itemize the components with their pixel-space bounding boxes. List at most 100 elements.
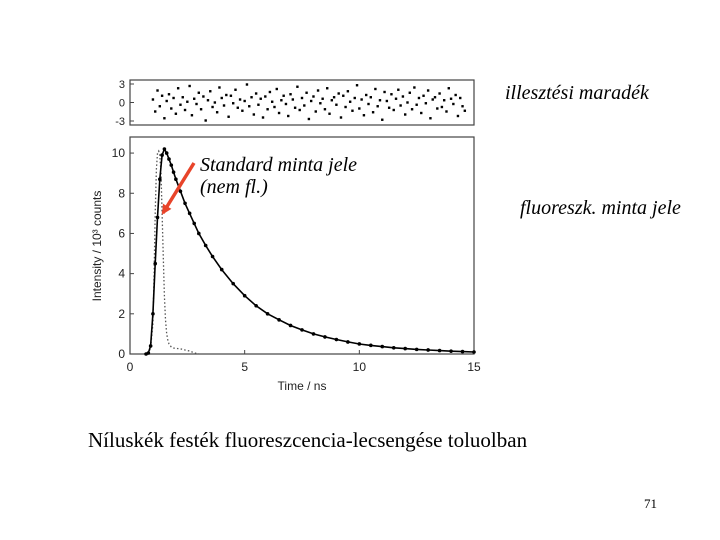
- residual-point: [181, 96, 184, 99]
- residual-panel: 3 0 -3: [115, 79, 475, 128]
- fluorescence-decay-point: [380, 344, 385, 349]
- residual-point: [222, 104, 226, 107]
- residual-point: [415, 103, 418, 106]
- residual-point: [188, 84, 191, 88]
- residual-point: [199, 108, 203, 111]
- fluorescence-decay-point: [242, 293, 247, 298]
- residual-point: [163, 117, 166, 120]
- y-tick-label: 0: [118, 347, 125, 361]
- residual-point: [264, 95, 267, 98]
- residual-point: [316, 89, 320, 92]
- residual-point: [172, 96, 175, 100]
- residual-point: [170, 107, 173, 110]
- residual-annotation: illesztési maradék: [505, 82, 649, 104]
- residual-point: [351, 109, 354, 112]
- decay-series: [143, 147, 476, 356]
- residual-point: [195, 102, 198, 106]
- page-number: 71: [644, 496, 657, 511]
- residual-point: [225, 93, 228, 97]
- residual-point: [280, 99, 283, 102]
- y-tick-label: 4: [118, 267, 125, 281]
- residual-point: [245, 83, 249, 86]
- fluorescence-decay-point: [414, 347, 419, 352]
- residual-point: [401, 95, 405, 98]
- fluorescence-decay-point: [288, 323, 293, 328]
- residual-point: [371, 111, 375, 114]
- y-tick-label: 8: [118, 186, 125, 200]
- residual-point: [156, 89, 159, 92]
- residual-point: [344, 105, 347, 109]
- fluorescence-decay-point: [357, 342, 362, 346]
- residual-point: [160, 94, 164, 97]
- residual-point: [330, 99, 334, 102]
- fluorescence-decay-point: [403, 346, 408, 351]
- residual-y-tick-label: 0: [119, 98, 125, 110]
- residual-point: [211, 105, 214, 109]
- residual-point: [167, 93, 171, 96]
- residual-point: [252, 113, 256, 116]
- x-tick-label: 15: [467, 360, 481, 374]
- residual-point: [390, 93, 393, 96]
- fluorescence-decay-point: [164, 151, 169, 155]
- standard-pulse-line: [143, 149, 199, 355]
- residual-point: [179, 103, 182, 106]
- residual-point: [204, 119, 207, 122]
- residual-point: [456, 114, 460, 118]
- residual-point: [353, 96, 356, 100]
- residual-point: [319, 102, 322, 105]
- residual-point: [193, 97, 196, 100]
- residual-point: [151, 98, 155, 101]
- residual-point: [176, 87, 180, 90]
- residual-point: [332, 96, 336, 99]
- fluorescence-decay-point: [391, 345, 396, 350]
- residual-point: [213, 101, 217, 104]
- residual-point: [275, 87, 278, 91]
- residual-point: [254, 92, 258, 95]
- residual-point: [312, 95, 315, 98]
- standard-annotation: Standard minta jele (nem fl.): [200, 154, 358, 198]
- fluorescence-decay-point: [148, 344, 153, 348]
- residual-point: [392, 108, 395, 112]
- fluorescence-decay-point: [160, 153, 164, 157]
- fluorescence-decay-point: [369, 343, 373, 348]
- fluorescence-decay-point: [277, 318, 281, 322]
- residual-point: [158, 105, 162, 108]
- residual-point: [385, 99, 389, 103]
- fluorescence-decay-point: [334, 337, 339, 342]
- x-axis-label: Time / ns: [278, 379, 327, 393]
- residual-point: [229, 94, 233, 97]
- residual-y-tick-label: 3: [119, 79, 125, 91]
- fluorescence-decay-point: [162, 147, 167, 151]
- residual-point: [165, 99, 168, 103]
- fluorescence-decay-point: [171, 170, 176, 174]
- fluorescence-decay-point: [219, 267, 224, 272]
- residual-point: [454, 93, 457, 97]
- residual-point: [300, 96, 304, 100]
- residual-frame: [129, 79, 475, 126]
- residual-point: [197, 91, 200, 94]
- residual-point: [206, 99, 210, 102]
- residual-point: [433, 96, 437, 99]
- x-tick-label: 0: [127, 360, 134, 374]
- residual-point: [277, 111, 281, 115]
- residual-point: [449, 97, 453, 100]
- residual-point: [335, 103, 338, 106]
- residual-point: [261, 116, 265, 119]
- residual-point: [314, 110, 317, 113]
- residual-point: [268, 90, 272, 94]
- residual-point: [234, 88, 237, 91]
- residual-point: [326, 87, 329, 90]
- residual-point: [383, 90, 386, 94]
- fluorescence-decay-point: [155, 215, 160, 220]
- residual-point: [241, 109, 244, 112]
- residual-point: [248, 105, 251, 108]
- residual-ticks: 3 0 -3: [115, 79, 134, 128]
- residual-point: [422, 94, 425, 97]
- residual-point: [381, 118, 384, 121]
- residual-point: [413, 86, 416, 89]
- x-tick-label: 10: [353, 360, 367, 374]
- fluorescence-decay-point: [183, 201, 187, 206]
- residual-point: [305, 91, 308, 94]
- fluorescence-decay-point: [167, 157, 171, 161]
